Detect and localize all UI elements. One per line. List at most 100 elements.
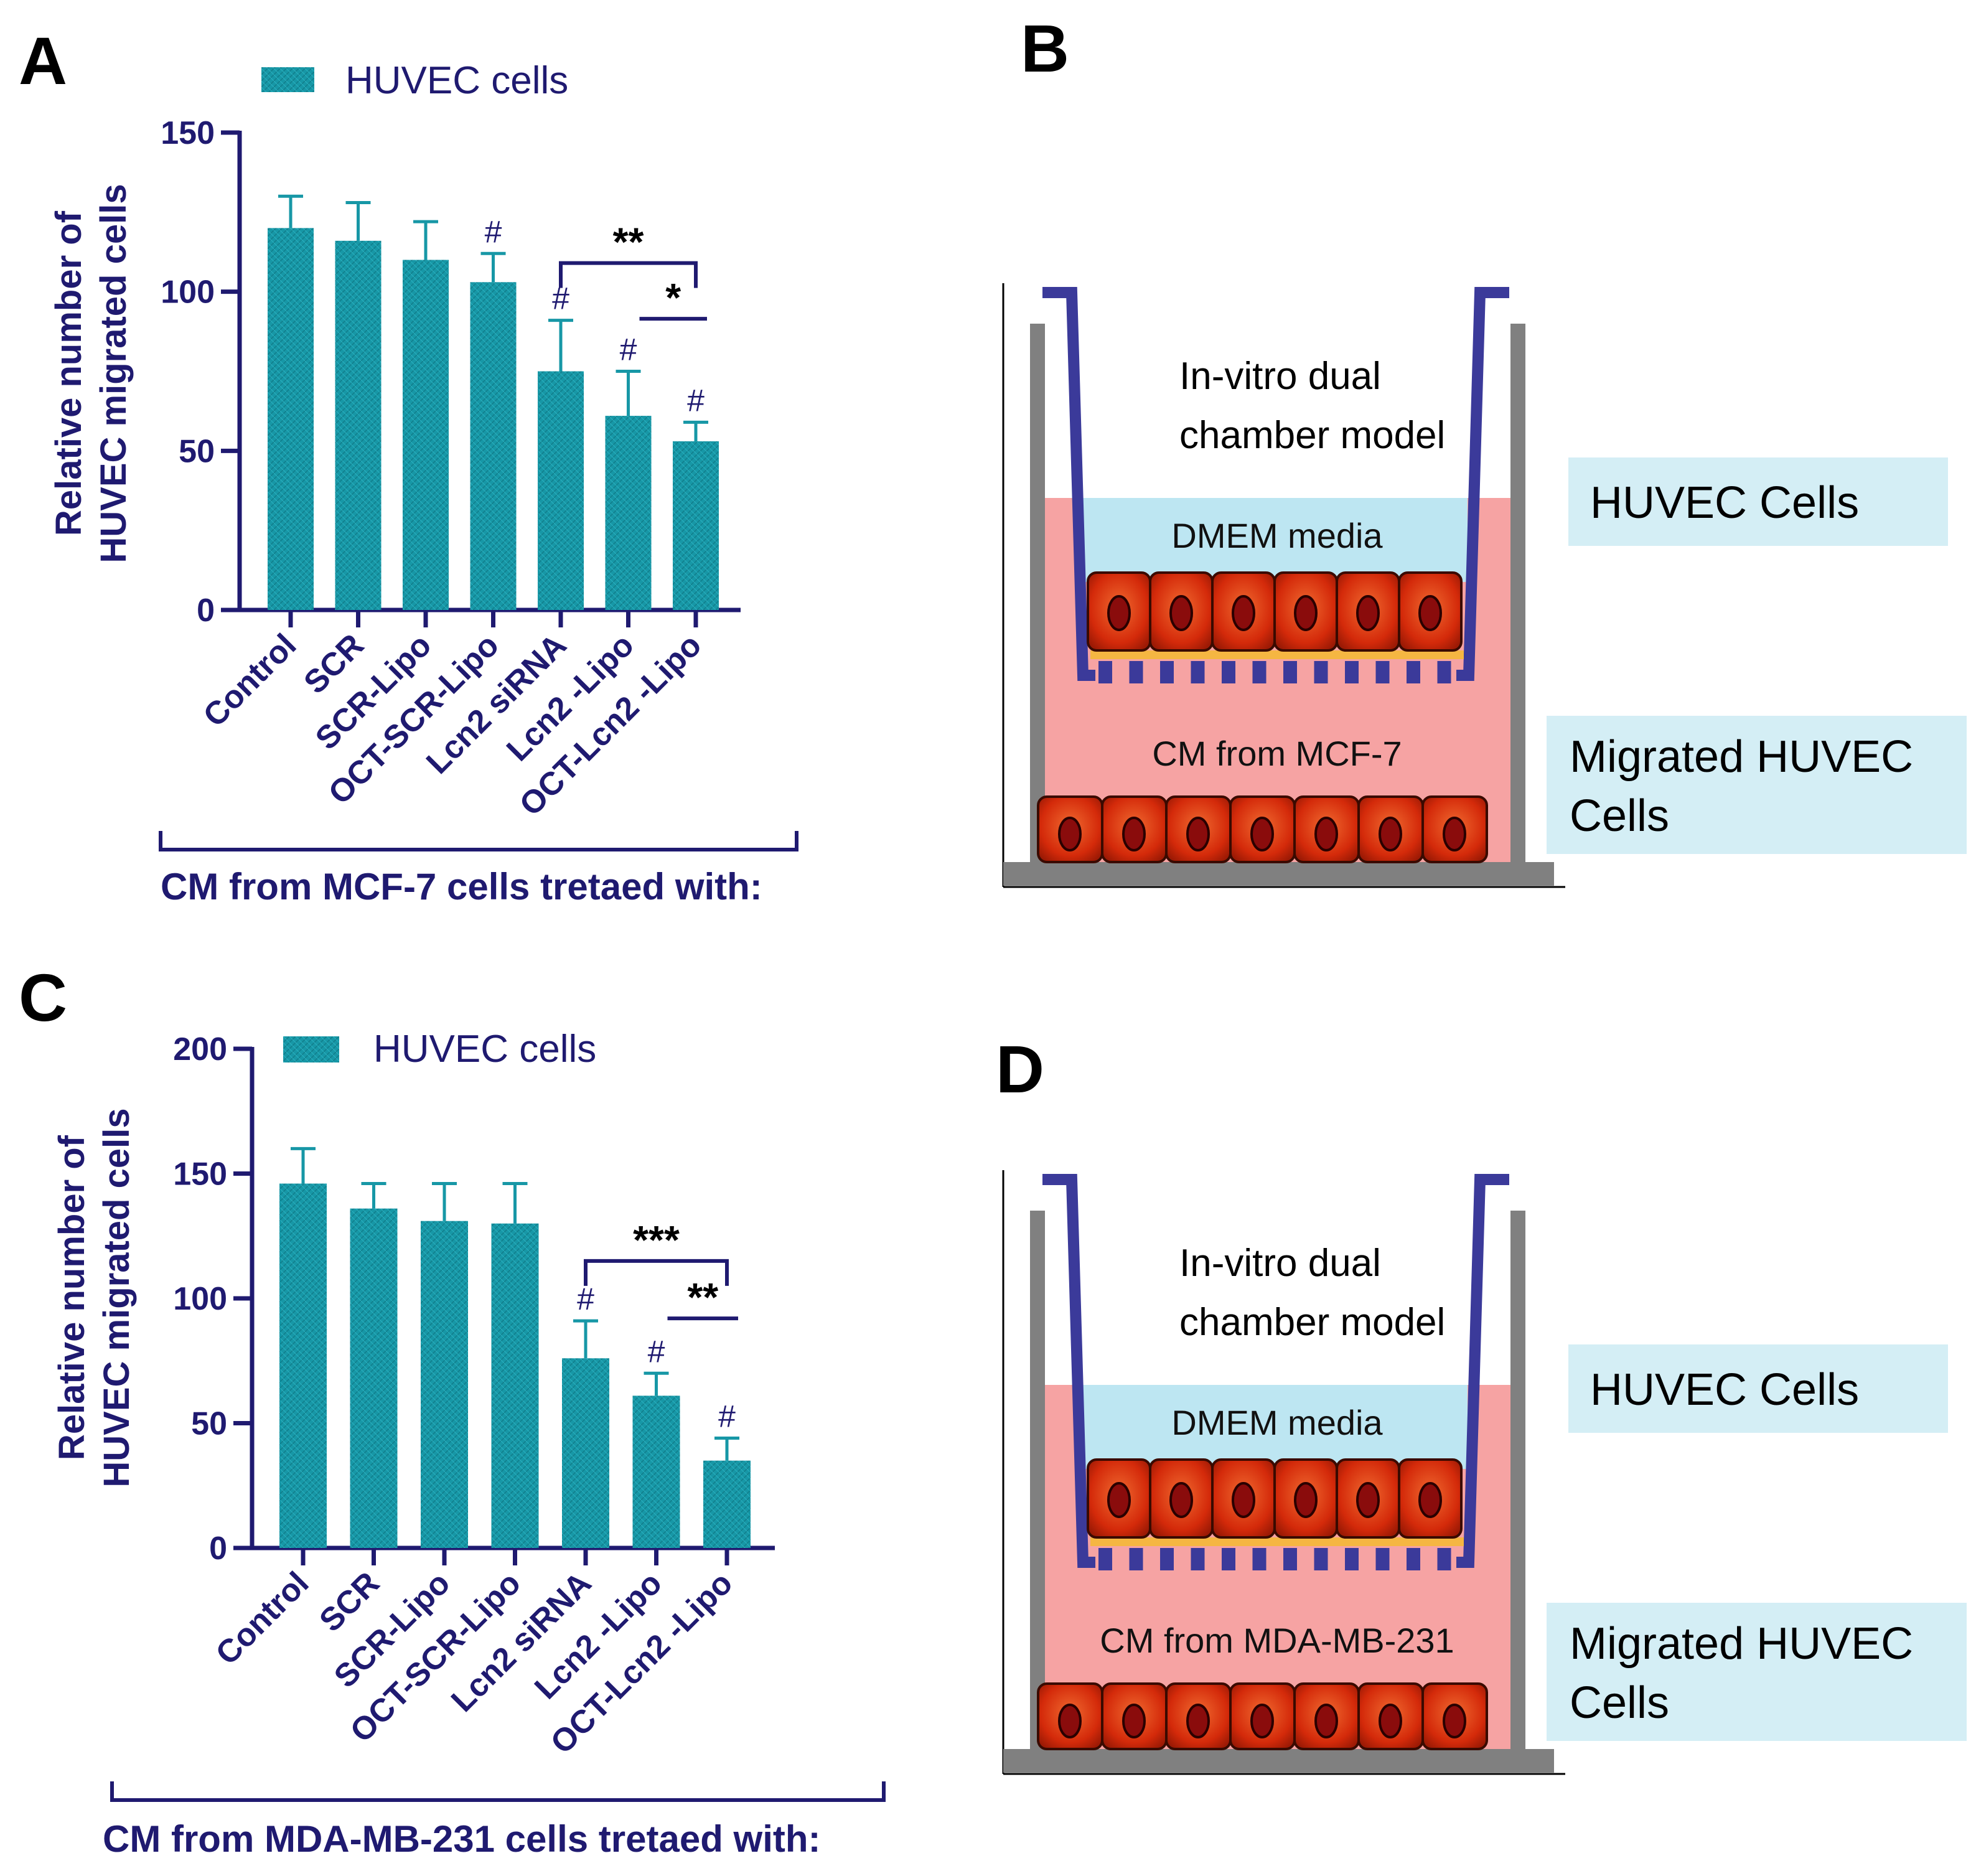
cell-nucleus [1443, 1704, 1466, 1738]
y-axis-title-line2: HUVEC migrated cells [96, 1108, 137, 1487]
diagram-b: In-vitro dual chamber model DMEM media CM f… [1002, 283, 1967, 888]
bar [268, 228, 314, 610]
upper-label-box [1568, 1344, 1948, 1433]
well-wall-left [1030, 1211, 1045, 1749]
filter-pore [1098, 1548, 1112, 1570]
upper-chamber-media [1082, 498, 1468, 582]
filter-pore [1252, 1548, 1267, 1570]
group-bracket [159, 831, 798, 851]
filter-pore [1314, 661, 1328, 683]
lower-label-box [1547, 1603, 1967, 1741]
cell-nucleus [1122, 1704, 1146, 1738]
bar [673, 441, 719, 610]
panel-letter-a: A [19, 23, 67, 98]
bar [491, 1223, 539, 1548]
panel-letter-d: D [996, 1031, 1044, 1107]
cell-nucleus [1294, 595, 1318, 631]
bar [605, 416, 652, 610]
cell-nucleus [1443, 817, 1466, 851]
legend-swatch [283, 1036, 339, 1062]
filter-pore [1283, 1548, 1297, 1570]
significance-stars: *** [633, 1217, 680, 1262]
group-bracket [110, 1781, 886, 1802]
lower-cells-label-line2: Cells [1570, 1678, 1669, 1728]
y-tick-label: 50 [191, 1406, 227, 1442]
lower-cells-label-line1: Migrated HUVEC [1570, 1619, 1913, 1669]
filter-pore [1314, 1548, 1328, 1570]
lower-media-label: CM from MCF-7 [1152, 734, 1402, 773]
significance-marker: # [485, 214, 502, 249]
filter-pore [1345, 1548, 1359, 1570]
filter-pore [1437, 1548, 1451, 1570]
plot-area: 050100150200ControlSCRSCR-LipoOCT-SCR-Li… [173, 1031, 775, 1761]
insert-wall-left [1042, 1174, 1095, 1568]
significance-marker: # [687, 383, 705, 418]
category-label: Control [209, 1565, 316, 1672]
filter-pore [1222, 1548, 1235, 1570]
filter-pore [1252, 661, 1267, 683]
bar [470, 282, 517, 610]
insert-wall-left [1042, 287, 1095, 681]
y-tick-label: 0 [197, 593, 215, 629]
y-axis-title-line1: Relative number of [49, 210, 89, 536]
filter-pore [1345, 661, 1359, 683]
well-base [1003, 862, 1554, 886]
filter-pore [1129, 661, 1143, 683]
significance-stars: * [665, 275, 681, 320]
filter-pore [1191, 1548, 1205, 1570]
significance-bracket [584, 1259, 729, 1286]
panel-letter-b: B [1021, 11, 1069, 86]
category-label: Control [197, 627, 304, 734]
filter-pore [1283, 661, 1297, 683]
significance-marker: # [577, 1282, 594, 1316]
cell-nucleus [1294, 1482, 1318, 1518]
panel-letter-c: C [19, 960, 67, 1035]
legend-swatch [261, 67, 314, 92]
cell-nucleus [1186, 1704, 1210, 1738]
significance-stars: ** [687, 1275, 718, 1320]
well-wall-right [1510, 1211, 1525, 1749]
y-tick-label: 200 [173, 1031, 227, 1067]
well-base [1003, 1749, 1554, 1773]
lower-label-box [1547, 716, 1967, 854]
cell-nucleus [1169, 1482, 1193, 1518]
significance-marker: # [648, 1334, 665, 1369]
upper-media-label: DMEM media [1171, 1403, 1383, 1442]
insert-wall-right [1456, 1174, 1509, 1568]
bar [279, 1183, 327, 1548]
y-tick-label: 100 [161, 274, 215, 311]
filter-pore [1437, 661, 1451, 683]
y-tick-label: 150 [161, 115, 215, 151]
y-axis-title: Relative number of HUVEC migrated cells [52, 1108, 137, 1487]
bar [703, 1460, 751, 1548]
legend-label: HUVEC cells [373, 1028, 596, 1071]
cell-nucleus [1379, 1704, 1402, 1738]
cell-nucleus [1107, 1482, 1131, 1518]
bar [350, 1208, 398, 1548]
significance-stars: ** [613, 220, 644, 265]
cell-nucleus [1314, 1704, 1338, 1738]
plot-area: 050100150ControlSCRSCR-LipoOCT-SCR-Lipo#… [161, 115, 741, 823]
filter-pore [1375, 1548, 1390, 1570]
cell-nucleus [1058, 817, 1082, 851]
upper-chamber-media [1082, 1385, 1468, 1469]
cell-nucleus [1122, 817, 1146, 851]
bar [632, 1395, 680, 1548]
group-caption: CM from MDA-MB-231 cells tretaed with: [103, 1818, 820, 1860]
y-axis-title-line2: HUVEC migrated cells [93, 184, 134, 563]
chart-c: HUVEC cells Relative number of HUVEC mig… [52, 1028, 886, 1860]
cell-nucleus [1058, 1704, 1082, 1738]
upper-cells-label: HUVEC Cells [1590, 1365, 1859, 1415]
lower-cells-label-line1: Migrated HUVEC [1570, 732, 1913, 782]
filter-pore [1375, 661, 1390, 683]
cell-nucleus [1107, 595, 1131, 631]
cell-nucleus [1356, 595, 1380, 631]
upper-media-label: DMEM media [1171, 516, 1383, 555]
filter-pore [1407, 661, 1420, 683]
cell-nucleus [1232, 1482, 1255, 1518]
lower-cells-label-line2: Cells [1570, 791, 1669, 841]
significance-marker: # [718, 1399, 736, 1434]
group-caption: CM from MCF-7 cells tretaed with: [161, 866, 762, 908]
insert-filter [1090, 650, 1464, 659]
upper-label-box [1568, 457, 1948, 546]
